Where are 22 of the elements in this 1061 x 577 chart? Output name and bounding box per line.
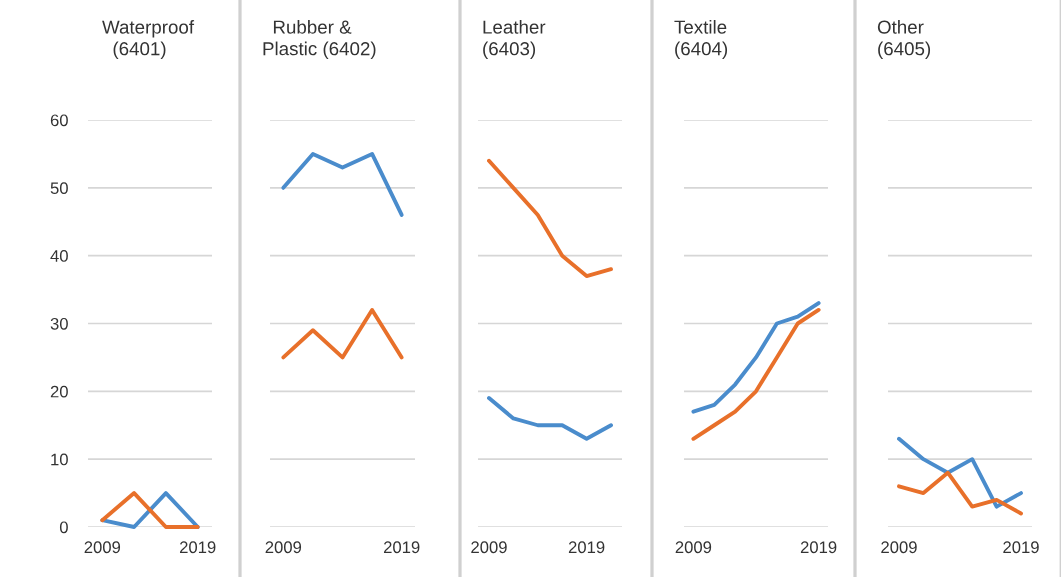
x-tick-label: 2019	[568, 541, 605, 554]
x-tick-label: 2009	[265, 541, 302, 554]
chart-title: Leather (6403)	[483, 20, 546, 60]
x-tick-label: 2009	[84, 541, 121, 554]
y-tick-label: 30	[50, 317, 68, 330]
chart-title: Textile (6404)	[674, 20, 728, 60]
x-tick-label: 2019	[179, 541, 216, 554]
x-tick-label: 2019	[383, 541, 420, 554]
y-tick-label: 60	[50, 114, 68, 127]
x-tick-label: 2009	[881, 541, 917, 554]
y-tick-label: 10	[51, 453, 68, 466]
y-tick-label: 50	[50, 182, 68, 195]
x-tick-label: 2009	[471, 541, 507, 554]
chart-title: Waterproof (6401)	[102, 20, 195, 60]
y-tick-label: 0	[59, 521, 68, 534]
chart-title: Other (6405)	[877, 20, 931, 60]
y-tick-label: 40	[50, 250, 68, 262]
x-tick-label: 2019	[1003, 541, 1039, 554]
y-tick-label: 20	[50, 385, 68, 398]
chart-title: Rubber & Plastic (6402)	[263, 20, 376, 60]
x-tick-label: 2009	[675, 541, 712, 554]
x-tick-label: 2019	[800, 541, 837, 554]
